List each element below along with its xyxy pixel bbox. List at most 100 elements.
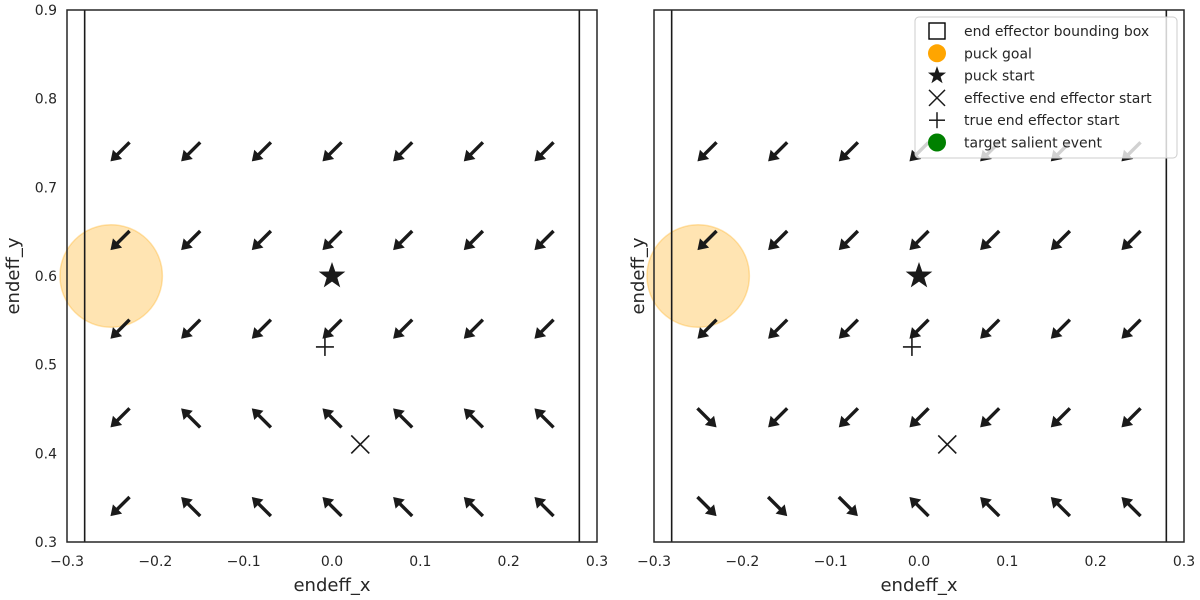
quiver-arrow xyxy=(393,229,414,251)
quiver-arrow xyxy=(463,496,485,518)
quiver-arrow xyxy=(393,408,414,429)
y-axis-label: endeff_y xyxy=(3,237,24,314)
quiver-arrow xyxy=(909,229,930,251)
quiver-arrow xyxy=(251,318,273,339)
quiver-arrow xyxy=(980,318,1001,339)
quiver-arrow xyxy=(110,141,131,162)
legend-label: target salient event xyxy=(964,136,1102,152)
y-tick-label: 0.7 xyxy=(35,180,57,196)
quiver-arrow xyxy=(322,318,343,339)
legend-marker-square xyxy=(928,22,946,40)
quiver-arrow xyxy=(534,318,555,339)
quiver-arrow xyxy=(251,141,273,162)
quiver-arrow xyxy=(838,141,860,162)
quiver-arrow xyxy=(768,141,789,162)
quiver-arrow xyxy=(696,495,717,517)
x-tick-label: 0.0 xyxy=(321,554,343,570)
puck-goal-circle xyxy=(646,224,751,328)
x-tick-label: −0.3 xyxy=(637,554,671,570)
quiver-arrow xyxy=(697,318,718,339)
y-tick-label: 0.4 xyxy=(35,446,57,462)
quiver-arrow xyxy=(463,408,485,429)
quiver-arrow xyxy=(110,407,131,428)
legend: end effector bounding box puck goal puck s… xyxy=(914,16,1178,159)
quiver-arrow xyxy=(534,229,555,251)
quiver-arrow xyxy=(534,496,555,518)
quiver-arrow xyxy=(1050,496,1072,518)
quiver-arrow xyxy=(322,141,343,162)
legend-marker-star xyxy=(927,66,947,84)
x-tick-label: 0.1 xyxy=(409,554,431,570)
legend-box xyxy=(914,16,1178,159)
quiver-arrow xyxy=(697,141,718,162)
plot-frame xyxy=(653,9,1185,543)
legend-label: true end effector start xyxy=(964,113,1120,129)
quiver-arrow xyxy=(393,496,414,518)
x-tick-label: 0.3 xyxy=(1173,554,1195,570)
x-tick-label: −0.1 xyxy=(814,554,848,570)
legend-entry: puck start xyxy=(927,66,1035,85)
quiver-arrow xyxy=(766,495,788,517)
quiver-arrow xyxy=(110,495,131,517)
plot-frame xyxy=(66,9,598,543)
quiver-arrow xyxy=(768,318,789,339)
x-tick-label: −0.2 xyxy=(725,554,759,570)
quiver-arrow xyxy=(322,229,343,251)
effective-end-effector-start-marker xyxy=(350,434,370,455)
quiver-arrow xyxy=(980,496,1001,518)
quiver-arrow xyxy=(393,141,414,162)
quiver-arrow xyxy=(1121,496,1142,518)
effective-end-effector-start-marker xyxy=(937,434,957,455)
x-tick-label: 0.2 xyxy=(1085,554,1107,570)
legend-entry: target salient event xyxy=(928,133,1102,152)
quiver-arrow xyxy=(322,496,343,518)
quiver-arrow xyxy=(1121,407,1142,428)
legend-label: puck goal xyxy=(964,46,1032,62)
panel-2: −0.3 −0.2 −0.1 0.0 0.1 0.2 0.3 endeff_x endeff_y… xyxy=(628,9,1195,596)
quiver-arrow xyxy=(1050,318,1072,339)
quiver-arrow xyxy=(181,408,202,429)
quiver-arrow xyxy=(980,229,1001,251)
quiver-arrow xyxy=(463,229,485,251)
quiver-arrow xyxy=(181,141,202,162)
quiver-arrow xyxy=(181,496,202,518)
x-tick-label: −0.2 xyxy=(138,554,172,570)
legend-label: end effector bounding box xyxy=(964,24,1149,40)
quiver-arrow xyxy=(181,318,202,339)
quiver-arrow xyxy=(251,496,273,518)
y-tick-label: 0.5 xyxy=(35,358,57,374)
y-tick-label: 0.9 xyxy=(35,3,57,19)
quiver-arrow xyxy=(1121,318,1142,339)
y-tick-label: 0.3 xyxy=(35,535,57,551)
legend-marker-x xyxy=(928,89,946,107)
legend-entry: effective end effector start xyxy=(928,89,1152,107)
quiver-arrow xyxy=(534,408,555,429)
y-tick-label: 0.8 xyxy=(35,92,57,108)
quiver-arrow xyxy=(1121,229,1142,251)
legend-marker-circle xyxy=(928,44,946,63)
x-tick-label: 0.3 xyxy=(586,554,608,570)
puck-start-star xyxy=(905,262,933,288)
x-tick-label: 0.0 xyxy=(908,554,930,570)
legend-label: puck start xyxy=(964,69,1035,85)
x-axis-label: endeff_x xyxy=(880,575,957,596)
legend-entry: true end effector start xyxy=(929,112,1120,129)
legend-label: effective end effector start xyxy=(964,91,1152,107)
x-tick-label: 0.1 xyxy=(996,554,1018,570)
puck-goal-circle xyxy=(59,224,164,328)
quiver-arrow xyxy=(768,229,789,251)
x-tick-label: −0.1 xyxy=(227,554,261,570)
quiver-arrow xyxy=(181,229,202,251)
y-tick-label: 0.6 xyxy=(35,269,57,285)
y-axis-label: endeff_y xyxy=(628,237,649,314)
quiver-arrow xyxy=(909,496,930,518)
x-tick-label: −0.3 xyxy=(50,554,84,570)
legend-entry: end effector bounding box xyxy=(928,22,1149,40)
x-tick-label: 0.2 xyxy=(498,554,520,570)
x-axis-label: endeff_x xyxy=(293,575,370,596)
quiver-arrow xyxy=(110,318,131,339)
quiver-arrow xyxy=(393,318,414,339)
puck-start-star xyxy=(318,262,346,288)
quiver-arrow xyxy=(837,495,858,517)
